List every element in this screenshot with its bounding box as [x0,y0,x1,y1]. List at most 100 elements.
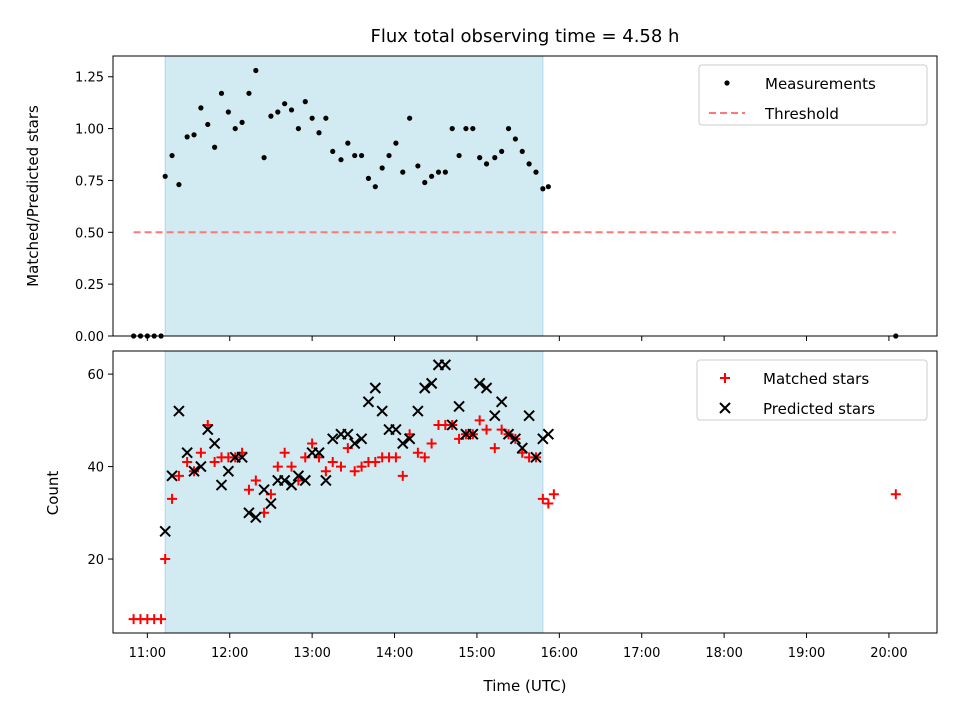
matched-star-point [243,484,254,495]
legend-box [698,64,928,126]
matched-star-point [335,461,346,472]
measurement-point [483,161,490,167]
measurement-point [261,155,267,161]
matched-star-point [397,470,408,481]
measurement-point [246,90,252,96]
measurement-point [288,107,295,113]
measurement-point [275,109,281,115]
predicted-star-point [342,428,354,440]
predicted-star-point [530,451,542,464]
y-tick-label: 0.25 [75,278,104,293]
predicted-star-point [258,483,270,496]
matched-star-point [474,415,485,426]
predicted-star-point [265,497,277,510]
measurement-point [309,115,315,121]
measurement-point [184,134,190,140]
chart-title: Flux total observing time = 4.58 h [371,26,680,47]
matched-star-point [173,470,184,481]
measurement-point [415,163,421,169]
matched-star-point [356,461,367,472]
measurement-point [352,152,358,159]
measurement-point [545,184,551,190]
predicted-star-point [243,507,255,519]
y-tick-label: 0.50 [75,226,104,241]
predicted-star-point [202,423,214,436]
predicted-star-point [446,419,458,431]
measurement-point [323,115,329,121]
measurement-point [205,121,211,128]
y-tick-label: 60 [87,368,104,383]
matched-star-point [548,489,559,500]
predicted-star-point [166,470,178,482]
predicted-star-point [355,433,368,445]
measurement-point [477,155,483,161]
predicted-star-point [390,423,402,436]
measurement-point [345,140,351,146]
measurement-point [540,186,546,192]
matched-star-point [370,456,381,467]
y-tick-label: 0.75 [75,174,104,189]
measurement-point [429,173,435,179]
measurement-point [372,184,378,190]
predicted-star-point [222,465,235,477]
measurement-point [365,175,372,181]
predicted-star-point [299,474,311,487]
x-tick-label: 16:00 [541,646,578,661]
y-tick-label: 40 [87,461,104,476]
count-y-axis-label: Count [44,471,62,516]
matched-star-point [412,447,423,458]
measurement-point [470,125,476,132]
measurement-point [400,169,406,175]
legend-label: Threshold [764,105,839,123]
matched-star-point [481,424,492,435]
predicted-star-point [495,396,508,408]
legend-x-icon [719,402,731,414]
matched-star-point [279,447,290,458]
measurement-point [330,148,336,155]
legend-label: Matched stars [763,370,869,388]
matched-star-point [327,456,338,467]
measurement-point [422,179,428,186]
matched-star-point [537,493,548,504]
predicted-star-point [292,470,305,482]
measurement-point [176,181,182,188]
predicted-star-point [516,442,528,454]
matched-star-point [419,452,430,463]
y-tick-label: 1.00 [75,123,104,138]
plot-frame [112,350,938,634]
y-tick-label: 1.25 [75,71,104,86]
matched-star-point [209,456,220,467]
matched-star-point [250,475,261,486]
measurement-point [386,152,392,159]
ratio-panel: 0.00 0.25 0.50 0.75 1.00 1.25 Measurements Thre… [75,55,938,345]
predicted-star-point [320,474,332,487]
measurement-point [499,148,505,155]
x-axis-label: Time (UTC) [483,677,567,695]
matched-star-point [272,461,283,472]
x-tick-label: 20:00 [870,646,907,661]
measurement-point [463,125,469,132]
x-tick-label: 19:00 [788,646,825,661]
legend-dot-icon [724,80,730,86]
matched-star-point [349,466,360,477]
measurement-point [505,125,512,132]
legend-box [696,359,928,421]
predicted-star-point [313,446,325,459]
predicted-star-point [439,359,452,371]
predicted-star-point [285,479,298,491]
predicted-star-point [362,396,375,408]
measurement-point [212,144,218,150]
measurement-point [316,130,322,136]
x-tick-label: 13:00 [293,646,330,661]
matched-star-point [890,489,901,500]
measurement-point [358,152,365,159]
measurement-point [282,101,288,107]
measurement-point [442,169,448,175]
measurement-point [169,152,175,159]
measurement-point [526,161,532,167]
measurement-point [191,132,197,138]
measurement-point [253,67,259,74]
observing-interval-shade [164,350,544,634]
measurement-point [492,155,498,161]
